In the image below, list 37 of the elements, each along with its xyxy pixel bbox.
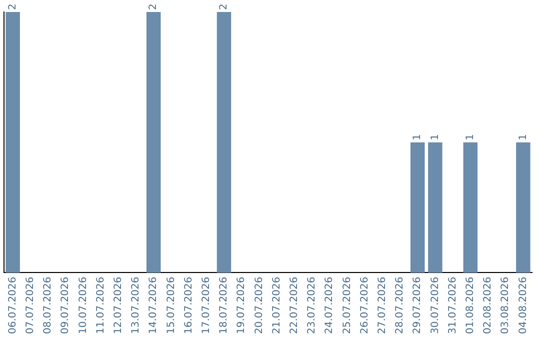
x-tick-label: 18.07.2026 <box>218 276 230 334</box>
x-tick-label: 04.08.2026 <box>518 276 529 334</box>
x-tick-label: 03.08.2026 <box>500 276 512 334</box>
x-tick-label: 14.07.2026 <box>148 276 160 334</box>
data-label: 2 <box>7 4 18 10</box>
x-tick-label: 17.07.2026 <box>200 276 212 334</box>
data-label: 1 <box>464 134 476 140</box>
x-tick-label: 20.07.2026 <box>254 276 265 334</box>
x-tick-label: 30.07.2026 <box>430 276 441 334</box>
x-tick-label: 09.07.2026 <box>60 276 72 334</box>
x-tick-label: 02.08.2026 <box>482 276 494 334</box>
x-tick-label: 27.07.2026 <box>376 276 388 334</box>
x-tick-label: 10.07.2026 <box>78 276 89 334</box>
x-tick-label: 19.07.2026 <box>236 276 248 334</box>
data-label: 2 <box>148 4 160 10</box>
x-tick-label: 21.07.2026 <box>271 276 282 334</box>
x-tick-label: 13.07.2026 <box>130 276 142 334</box>
x-tick-label: 25.07.2026 <box>342 276 353 334</box>
x-tick-label: 11.07.2026 <box>95 276 106 334</box>
x-tick-label: 12.07.2026 <box>112 276 124 334</box>
x-tick-label: 22.07.2026 <box>288 276 300 334</box>
x-tick-label: 15.07.2026 <box>166 276 177 334</box>
data-label: 1 <box>430 134 441 140</box>
x-tick-label: 16.07.2026 <box>183 276 194 334</box>
data-label: 2 <box>218 4 230 10</box>
data-label: 1 <box>518 134 529 140</box>
x-tick-label: 08.07.2026 <box>42 276 54 334</box>
x-tick-label: 26.07.2026 <box>359 276 370 334</box>
data-label: 1 <box>412 134 424 140</box>
x-tick-label: 06.07.2026 <box>7 276 18 334</box>
x-tick-label: 29.07.2026 <box>412 276 424 334</box>
x-tick-label: 23.07.2026 <box>306 276 318 334</box>
x-tick-label: 31.07.2026 <box>447 276 458 334</box>
x-tick-label: 24.07.2026 <box>324 276 336 334</box>
x-tick-label: 01.08.2026 <box>464 276 476 334</box>
x-tick-label: 28.07.2026 <box>394 276 406 334</box>
x-tick-label: 07.07.2026 <box>24 276 36 334</box>
